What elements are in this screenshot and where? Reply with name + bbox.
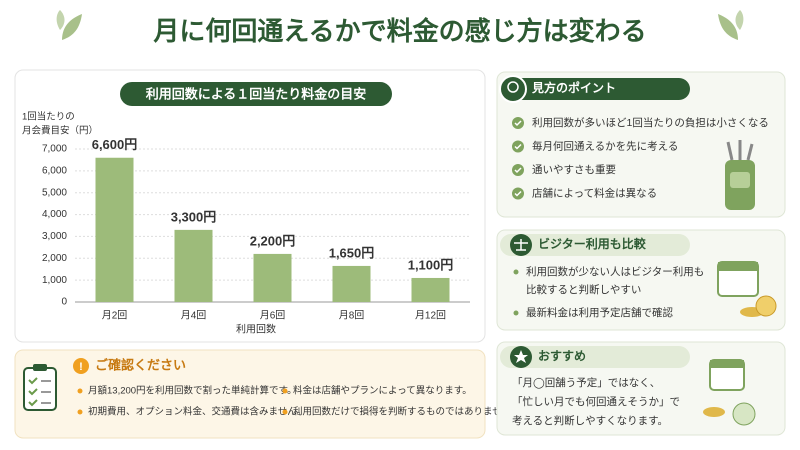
notice-item: 利用回数だけで損得を判断するものではありません。 (293, 406, 521, 418)
points-list: 利用回数が多いほど1回当たりの負担は小さくなる毎月何回通えるかを先に考える通いや… (512, 116, 769, 200)
x-axis-label: 利用回数 (236, 323, 276, 336)
notice-title: ご確認ください (95, 357, 186, 372)
y-tick-label: 2,000 (42, 253, 67, 264)
y-tick-label: 4,000 (42, 209, 67, 220)
visitor-item: 利用回数が少ない人はビジター利用も (526, 265, 704, 278)
check-mark (514, 190, 522, 197)
y-axis-label: 月会費目安（円） (22, 125, 98, 137)
y-tick-label: 5,000 (42, 187, 67, 198)
visitor-header (500, 234, 690, 256)
calendar-coin-icon (703, 359, 756, 426)
y-tick-label: 1,000 (42, 275, 67, 286)
notice-item: 月額13,200円を利用回数で割った単純計算です。 (88, 385, 297, 397)
bullet (282, 409, 288, 415)
bullet (513, 310, 519, 316)
golf-bag-icon (725, 140, 755, 210)
notice-list: 月額13,200円を利用回数で割った単純計算です。料金は店舗やプランによって異な… (77, 385, 521, 418)
bar (332, 265, 371, 302)
y-axis-label: 1回当たりの (22, 111, 75, 123)
check-mark (514, 167, 522, 174)
recommend-line: 「月◯回舗う予定」ではなく、 (512, 376, 660, 389)
x-tick-label: 月6回 (260, 310, 286, 322)
chart-title-pill (120, 82, 392, 106)
value-label: 1,100円 (408, 257, 454, 272)
bar (95, 157, 134, 302)
recommend-line: 考えると判断しやすくなります。 (512, 414, 668, 427)
value-label: 2,200円 (250, 233, 296, 248)
notice-panel (14, 349, 486, 439)
x-tick-label: 月4回 (181, 310, 207, 322)
visitor-title: ビジター利用も比較 (538, 236, 647, 251)
y-tick-label: 6,000 (42, 165, 67, 176)
warning-icon-mark: ! (79, 361, 83, 373)
chart-title: 利用回数による１回当たり料金の目安 (146, 86, 367, 101)
x-tick-label: 月2回 (102, 310, 128, 322)
bullet (282, 388, 288, 394)
bullet (77, 388, 83, 394)
visitor-item: 比較すると判断しやすい (526, 283, 641, 296)
clipboard-icon (23, 364, 57, 411)
value-label: 3,300円 (171, 209, 217, 224)
points-header (500, 78, 690, 100)
warning-icon (73, 358, 89, 374)
chart: 0 1,000 2,000 3,000 4,000 5,000 6,000 7,000 月2回 6… (42, 137, 470, 322)
x-tick-label: 月8回 (339, 310, 365, 322)
notice-item: 初期費用、オプション料金、交通費は含みません。 (88, 406, 306, 418)
recommend-header (500, 346, 690, 368)
x-tick-label: 月12回 (415, 310, 446, 322)
point-item: 毎月何回通えるかを先に考える (532, 139, 678, 152)
page-title: 月に何回通えるかで料金の感じ方は変わる (152, 16, 646, 46)
check-mark (514, 143, 522, 150)
bulb-icon-mark (507, 81, 519, 93)
recommend-title: おすすめ (538, 349, 586, 363)
y-tick-label: 0 (61, 297, 67, 308)
visitor-item: 最新料金は利用予定店舗で確認 (526, 306, 673, 319)
bulb-icon (499, 75, 527, 103)
calendar-coin-icon (717, 261, 777, 317)
visitor-list: 利用回数が少ない人はビジター利用も比較すると判断しやすい最新料金は利用予定店舗で… (513, 265, 704, 319)
bullet (513, 269, 519, 275)
points-panel (496, 71, 786, 218)
point-item: 利用回数が多いほど1回当たりの負担は小さくなる (532, 116, 769, 129)
point-item: 店舗によって料金は異なる (532, 186, 657, 199)
check-mark (514, 120, 522, 127)
point-item: 通いやすさも重要 (532, 163, 616, 176)
bar (411, 277, 450, 302)
notice-item: 料金は店舗やプランによって異なります。 (293, 385, 472, 397)
points-title: 見方のポイント (531, 80, 616, 95)
star-icon-mark (514, 350, 528, 363)
y-tick-label: 3,000 (42, 231, 67, 242)
bar (174, 229, 213, 302)
value-label: 6,600円 (92, 137, 138, 152)
decoration (56, 10, 744, 40)
y-tick-label: 7,000 (42, 144, 67, 155)
scale-icon-mark (514, 239, 528, 251)
recommend-line: 「忙しい月でも何回通えそうか」で (512, 395, 680, 408)
bar (253, 253, 292, 302)
bullet (77, 409, 83, 415)
recommend-text: 「月◯回舗う予定」ではなく、「忙しい月でも何回通えそうか」で考えると判断しやすく… (512, 376, 680, 427)
value-label: 1,650円 (329, 245, 375, 260)
